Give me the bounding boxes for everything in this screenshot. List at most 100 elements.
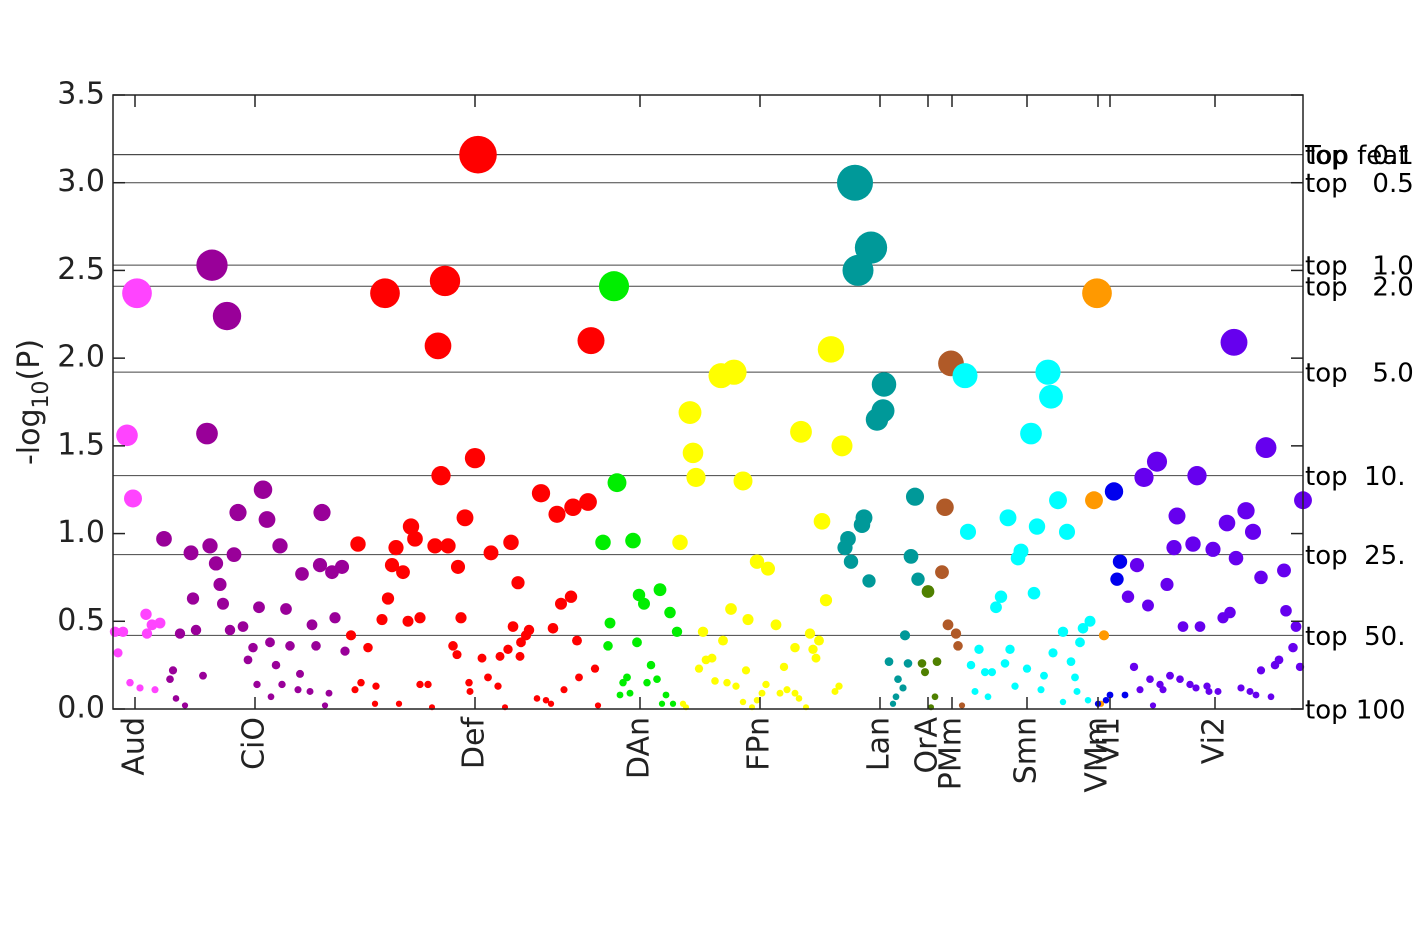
point [594,702,602,709]
point [1110,572,1124,586]
x-tick-label: Vi2 [1197,717,1232,764]
point [381,592,395,605]
point [935,565,949,580]
point [395,700,403,707]
point [243,655,253,665]
point [345,630,357,641]
point [1066,657,1076,666]
point [265,637,275,648]
y-label-prefix: -log [12,408,47,465]
point [396,565,410,580]
point [931,693,939,701]
point [208,556,224,571]
point [632,637,642,648]
point [686,467,706,488]
point [598,271,630,302]
point [560,686,568,694]
point [1084,696,1092,704]
point [575,673,583,682]
y-tick-label: 1.5 [57,427,105,462]
point [770,619,782,631]
y-tick-label: 3.5 [57,77,105,112]
point [753,696,761,704]
point [1058,523,1076,540]
point [312,558,328,573]
point [577,327,605,355]
point [1059,698,1067,706]
point [190,624,202,636]
x-tick-label: PMm [934,717,969,790]
plot-frame [112,94,1304,710]
y-label-suffix: (P) [12,339,47,381]
point [871,372,897,397]
point [295,567,309,581]
point [742,613,754,626]
point [1214,687,1222,695]
threshold-label: top 5.0 [1305,359,1414,389]
point [572,635,582,646]
point [790,420,812,443]
point [296,669,304,678]
point [217,597,229,610]
point [229,503,247,522]
point [1005,644,1015,655]
point [455,612,467,624]
point [564,498,582,517]
point [1270,660,1280,670]
point [357,678,365,687]
point [1121,590,1135,603]
point [1205,541,1221,557]
point [1000,659,1010,668]
point [1237,684,1245,692]
point [253,680,261,689]
point [516,637,526,648]
threshold-label: top 0.1 [1305,141,1414,171]
point [548,505,566,523]
point [1218,514,1236,532]
point [166,675,174,684]
x-tick-label: Aud [117,717,152,776]
point [450,559,466,574]
point [126,678,134,687]
point [994,590,1008,603]
point [1237,502,1255,520]
point [831,687,839,695]
point [1037,686,1045,694]
point [1085,491,1103,510]
point [477,653,487,663]
point [817,336,845,363]
point [1280,604,1292,617]
point [371,700,379,707]
point [707,653,717,663]
point [865,408,889,431]
point [271,660,281,670]
point [1166,540,1182,556]
point [1185,536,1201,552]
point [1194,621,1206,632]
point [340,646,350,656]
point [466,687,474,695]
point [459,135,497,174]
point [1020,422,1042,445]
point [113,648,123,658]
point [507,621,519,632]
point [678,401,702,424]
point [711,677,719,685]
point [974,644,984,655]
point [294,686,302,694]
point [590,664,600,673]
point [1121,691,1129,699]
point [212,301,242,331]
point [662,691,670,699]
point [603,641,613,651]
point [1129,558,1145,573]
point [154,617,166,629]
point [136,684,144,692]
point [723,678,731,687]
threshold-label: Top feat [1304,141,1408,171]
point [1168,507,1186,525]
point [776,689,784,697]
threshold-label: top 10. [1305,462,1405,492]
point [313,503,331,522]
point [831,435,853,457]
